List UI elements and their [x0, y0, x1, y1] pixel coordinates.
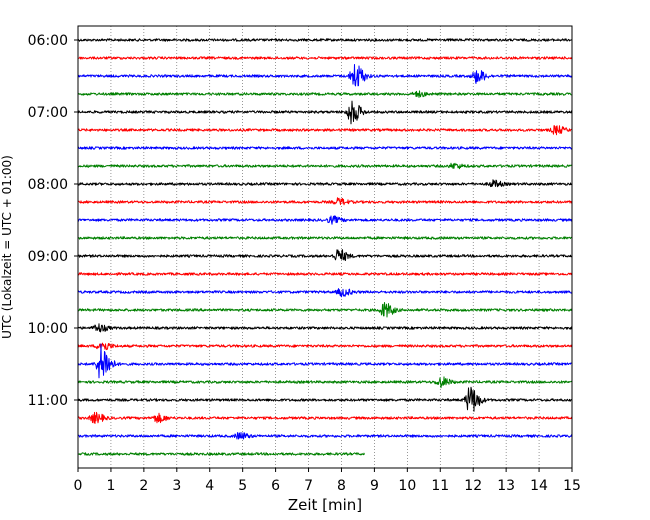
- x-tick-label: 4: [205, 478, 214, 494]
- x-tick-label: 12: [464, 478, 482, 494]
- x-axis: 0 1 2 3 4 5 6 7 8 9 10 11 12 13 14 15: [74, 468, 581, 494]
- trace-1030: [77, 343, 573, 379]
- y-tick-label: 06:00: [28, 33, 68, 49]
- trace-0930: [77, 288, 573, 298]
- trace-1115: [77, 411, 573, 424]
- trace-0815: [77, 197, 573, 206]
- trace-0630: [77, 64, 573, 87]
- x-tick-label: 14: [530, 478, 548, 494]
- seismic-traces: [77, 38, 573, 456]
- trace-0945: [78, 302, 573, 318]
- y-axis: 06:00 07:00 08:00 09:00 10:00 11:00: [28, 33, 78, 409]
- x-tick-label: 3: [172, 478, 181, 494]
- x-tick-label: 5: [238, 478, 247, 494]
- x-tick-label: 7: [304, 478, 313, 494]
- trace-1000: [77, 323, 573, 333]
- trace-1100: [77, 386, 573, 412]
- trace-0845: [77, 236, 573, 240]
- trace-0700: [77, 100, 573, 125]
- trace-0915: [77, 272, 573, 276]
- y-tick-label: 11:00: [28, 393, 68, 409]
- trace-1130: [77, 432, 573, 440]
- trace-0900: [77, 249, 573, 261]
- x-tick-label: 10: [398, 478, 416, 494]
- x-tick-label: 0: [74, 478, 83, 494]
- y-tick-label: 09:00: [28, 249, 68, 265]
- plot-frame: [77, 25, 573, 469]
- y-tick-label: 07:00: [28, 105, 68, 121]
- x-tick-label: 2: [139, 478, 148, 494]
- trace-1145: [78, 452, 365, 456]
- trace-1015: [77, 342, 573, 351]
- trace-1045: [77, 376, 573, 389]
- y-tick-label: 10:00: [28, 321, 68, 337]
- trace-0745: [77, 162, 573, 170]
- x-tick-label: 6: [271, 478, 280, 494]
- trace-0830: [77, 215, 573, 225]
- x-tick-label: 15: [563, 478, 581, 494]
- trace-0600: [77, 38, 573, 42]
- x-tick-label: 1: [106, 478, 115, 494]
- x-tick-label: 13: [497, 478, 515, 494]
- y-tick-label: 08:00: [28, 177, 68, 193]
- x-tick-label: 9: [370, 478, 379, 494]
- trace-0645: [77, 90, 573, 98]
- trace-0800: [77, 179, 573, 188]
- x-tick-label: 8: [337, 478, 346, 494]
- x-tick-label: 11: [431, 478, 449, 494]
- y-axis-label: UTC (Lokalzeit = UTC + 01:00): [0, 155, 14, 339]
- trace-0730: [77, 146, 573, 150]
- trace-0615: [77, 56, 573, 60]
- trace-0715: [77, 125, 573, 136]
- x-axis-label: Zeit [min]: [288, 496, 362, 514]
